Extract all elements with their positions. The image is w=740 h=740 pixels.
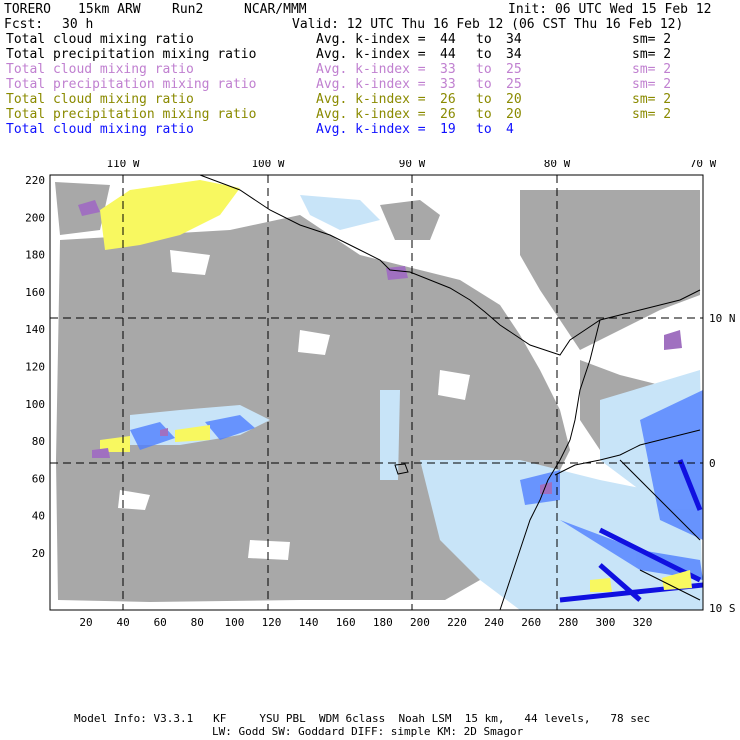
legend-smoothing: sm= 2 [632, 92, 672, 107]
legend-avg-label: Avg. k-index = [316, 62, 426, 77]
x-tick-label: 140 [299, 616, 319, 629]
legend-k-from: 26 [440, 107, 456, 122]
legend-field-name: Total precipitation mixing ratio [6, 107, 257, 122]
map-panel: 110 W 100 W 90 W 80 W 70 W 10 N 0 10 S 220 200 180… [0, 157, 740, 640]
legend-k-from: 44 [440, 47, 456, 62]
x-tick-label: 40 [116, 616, 129, 629]
y-tick-label: 160 [25, 286, 45, 299]
init-time: Init: 06 UTC Wed 15 Feb 12 [508, 2, 712, 17]
legend-field-name: Total cloud mixing ratio [6, 32, 194, 47]
y-tick-label: 140 [25, 323, 45, 336]
y-tick-label: 220 [25, 174, 45, 187]
x-tick-label: 120 [262, 616, 282, 629]
legend-k-to: 34 [506, 47, 522, 62]
x-tick-label: 160 [336, 616, 356, 629]
x-tick-label: 100 [224, 616, 244, 629]
legend-avg-label: Avg. k-index = [316, 122, 426, 137]
legend-avg-label: Avg. k-index = [316, 47, 426, 62]
legend-to: to [476, 107, 492, 122]
y-tick-label: 60 [32, 472, 45, 485]
longitude-label: 110 W [106, 160, 139, 170]
legend-to: to [476, 77, 492, 92]
forecast-hour: 30 h [62, 17, 94, 32]
plot-frame [49, 174, 704, 611]
x-tick-label: 320 [633, 616, 653, 629]
x-tick-label: 300 [595, 616, 615, 629]
x-tick-label: 80 [191, 616, 204, 629]
legend-smoothing: sm= 2 [632, 77, 672, 92]
legend-k-to: 20 [506, 92, 522, 107]
legend-k-to: 25 [506, 62, 522, 77]
legend-avg-label: Avg. k-index = [316, 32, 426, 47]
latitude-label: 0 [709, 457, 716, 470]
field-layer [55, 175, 703, 610]
legend-field-name: Total cloud mixing ratio [6, 62, 194, 77]
y-tick-label: 200 [25, 211, 45, 224]
x-tick-label: 240 [484, 616, 504, 629]
legend-k-to: 4 [506, 122, 514, 137]
forecast-label: Fcst: [4, 17, 44, 32]
model-resolution: 15km ARW [78, 2, 141, 17]
x-tick-label: 200 [410, 616, 430, 629]
legend-field-name: Total cloud mixing ratio [6, 122, 194, 137]
legend-field-name: Total precipitation mixing ratio [6, 77, 257, 92]
legend-k-to: 25 [506, 77, 522, 92]
axis-labels: 110 W 100 W 90 W 80 W 70 W 10 N 0 10 S 220 200 180… [25, 157, 736, 629]
x-tick-label: 180 [373, 616, 393, 629]
longitude-label: 70 W [690, 160, 717, 170]
y-tick-label: 80 [32, 435, 45, 448]
legend-k-from: 26 [440, 92, 456, 107]
purple-field [78, 200, 682, 494]
legend-k-from: 33 [440, 77, 456, 92]
legend-smoothing: sm= 2 [632, 32, 672, 47]
model-info-line1: Model Info: V3.3.1 KF YSU PBL WDM 6class… [74, 712, 651, 725]
longitude-label: 100 W [251, 160, 284, 170]
legend-avg-label: Avg. k-index = [316, 92, 426, 107]
deep-blue-bands [559, 459, 703, 603]
model-org: NCAR/MMM [244, 2, 307, 17]
y-tick-label: 40 [32, 510, 45, 523]
legend-avg-label: Avg. k-index = [316, 77, 426, 92]
latitude-label: 10 N [709, 312, 736, 325]
y-tick-label: 120 [25, 361, 45, 374]
x-tick-label: 280 [558, 616, 578, 629]
longitude-label: 90 W [399, 160, 426, 170]
legend-k-from: 19 [440, 122, 456, 137]
legend-to: to [476, 62, 492, 77]
legend-smoothing: sm= 2 [632, 47, 672, 62]
model-info-line2: LW: Godd SW: Goddard DIFF: simple KM: 2D… [212, 725, 524, 738]
legend-field-name: Total precipitation mixing ratio [6, 47, 257, 62]
map-svg: 110 W 100 W 90 W 80 W 70 W 10 N 0 10 S 220 200 180… [25, 157, 736, 629]
y-tick-label: 100 [25, 398, 45, 411]
valid-time: Valid: 12 UTC Thu 16 Feb 12 (06 CST Thu … [292, 17, 684, 32]
legend-avg-label: Avg. k-index = [316, 107, 426, 122]
legend-smoothing: sm= 2 [632, 107, 672, 122]
legend-field-name: Total cloud mixing ratio [6, 92, 194, 107]
legend-k-from: 33 [440, 62, 456, 77]
legend-smoothing: sm= 2 [632, 62, 672, 77]
legend-to: to [476, 122, 492, 137]
legend-k-to: 34 [506, 32, 522, 47]
graticule [50, 175, 703, 610]
x-tick-label: 20 [79, 616, 92, 629]
y-tick-label: 180 [25, 249, 45, 262]
legend-to: to [476, 92, 492, 107]
legend-k-from: 44 [440, 32, 456, 47]
latitude-label: 10 S [709, 602, 736, 615]
model-run: Run2 [172, 2, 204, 17]
model-name: TORERO [4, 2, 51, 17]
x-tick-label: 220 [447, 616, 467, 629]
legend-k-to: 20 [506, 107, 522, 122]
y-tick-label: 20 [32, 547, 45, 560]
x-tick-label: 60 [154, 616, 167, 629]
x-tick-label: 260 [521, 616, 541, 629]
legend-to: to [476, 32, 492, 47]
legend-to: to [476, 47, 492, 62]
longitude-label: 80 W [544, 160, 571, 170]
